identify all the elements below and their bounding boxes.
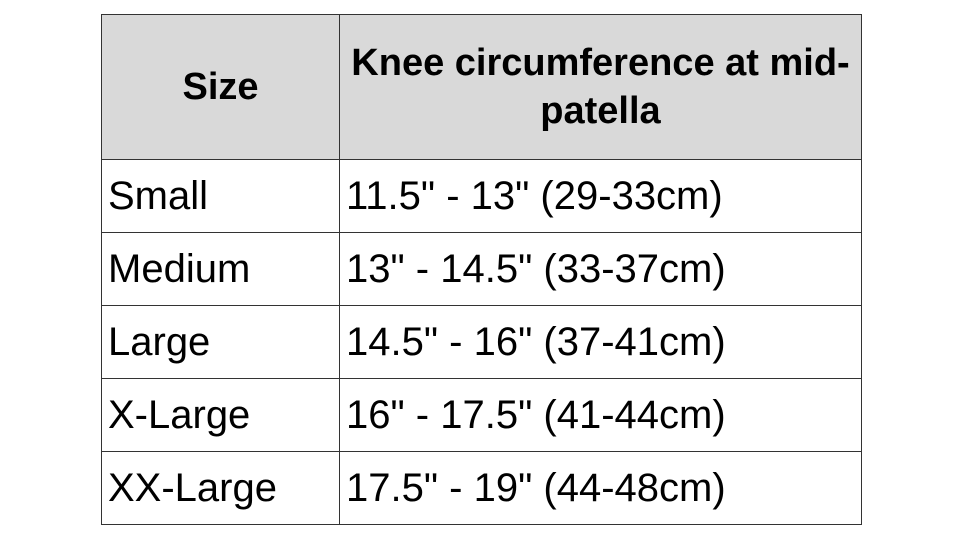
table-row: X-Large 16" - 17.5" (41-44cm)	[101, 378, 862, 452]
size-cell: XX-Large	[101, 451, 340, 525]
table-row: XX-Large 17.5" - 19" (44-48cm)	[101, 451, 862, 525]
table-wrap: Size Knee circumference at mid-patella S…	[101, 14, 862, 525]
measurement-cell: 16" - 17.5" (41-44cm)	[339, 378, 862, 452]
size-cell: X-Large	[101, 378, 340, 452]
size-table: Size Knee circumference at mid-patella S…	[101, 14, 862, 525]
header-cell: Size	[101, 14, 340, 160]
header-row: Size Knee circumference at mid-patella	[101, 14, 862, 160]
table-body: Small 11.5" - 13" (29-33cm) Medium 13" - 14…	[101, 159, 862, 525]
size-cell: Medium	[101, 232, 340, 306]
measurement-cell: 13" - 14.5" (33-37cm)	[339, 232, 862, 306]
table-row: Medium 13" - 14.5" (33-37cm)	[101, 232, 862, 306]
measurement-cell: 11.5" - 13" (29-33cm)	[339, 159, 862, 233]
table-row: Large 14.5" - 16" (37-41cm)	[101, 305, 862, 379]
measurement-cell: 14.5" - 16" (37-41cm)	[339, 305, 862, 379]
size-cell: Small	[101, 159, 340, 233]
header-cell: Knee circumference at mid-patella	[339, 14, 862, 160]
table-row: Small 11.5" - 13" (29-33cm)	[101, 159, 862, 233]
size-cell: Large	[101, 305, 340, 379]
measurement-cell: 17.5" - 19" (44-48cm)	[339, 451, 862, 525]
